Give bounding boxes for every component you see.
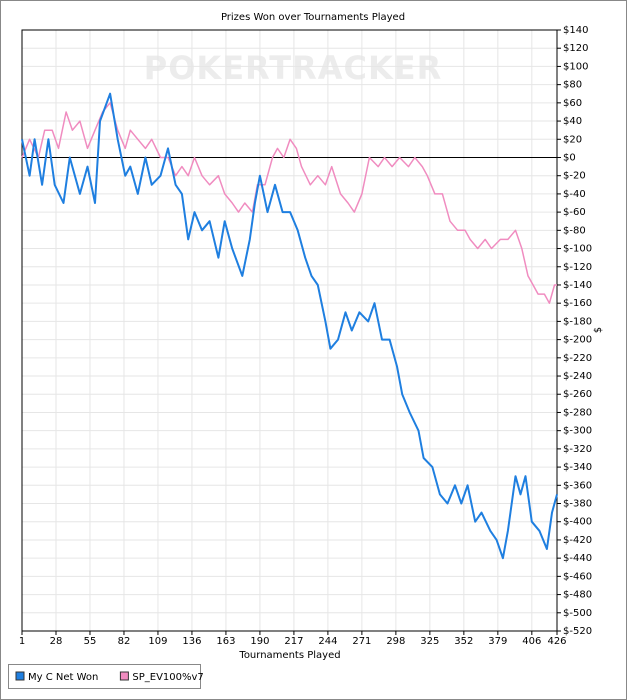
x-tick-label: 325 — [420, 636, 439, 647]
x-tick-label: 379 — [488, 636, 507, 647]
x-tick-label: 271 — [352, 636, 371, 647]
y-tick-label: $-300 — [563, 426, 592, 437]
chart-title: Prizes Won over Tournaments Played — [221, 12, 405, 23]
x-tick-label: 426 — [547, 636, 566, 647]
y-tick-label: $-200 — [563, 335, 592, 346]
y-tick-label: $-340 — [563, 462, 592, 473]
y-tick-label: $-140 — [563, 280, 592, 291]
legend-label: My C Net Won — [28, 672, 98, 683]
y-tick-label: $120 — [563, 43, 588, 54]
watermark: POKERTRACKER — [144, 49, 443, 87]
y-tick-label: $-320 — [563, 444, 592, 455]
y-tick-label: $40 — [563, 116, 582, 127]
y-tick-label: $-40 — [563, 189, 586, 200]
x-tick-label: 190 — [250, 636, 269, 647]
legend-frame — [8, 664, 201, 689]
y-tick-label: $-260 — [563, 389, 592, 400]
y-tick-label: $-180 — [563, 316, 592, 327]
y-tick-label: $140 — [563, 25, 588, 36]
y-tick-label: $-160 — [563, 298, 592, 309]
series-line — [21, 92, 558, 560]
y-tick-label: $-440 — [563, 553, 592, 564]
y-tick-label: $-520 — [563, 626, 592, 637]
y-tick-label: $-460 — [563, 571, 592, 582]
y-axis-label: $ — [593, 327, 604, 333]
legend-swatch — [119, 671, 129, 681]
x-tick-label: 298 — [386, 636, 405, 647]
legend-label: SP_EV100%v7 — [132, 672, 203, 683]
y-tick-label: $-60 — [563, 207, 586, 218]
x-tick-label: 352 — [454, 636, 473, 647]
y-tick-label: $-420 — [563, 535, 592, 546]
x-tick-label: 82 — [118, 636, 131, 647]
x-tick-label: 1 — [19, 636, 25, 647]
y-tick-label: $-280 — [563, 407, 592, 418]
y-tick-label: $-80 — [563, 225, 586, 236]
x-tick-label: 136 — [182, 636, 201, 647]
y-tick-label: $-360 — [563, 480, 592, 491]
x-axis-label: Tournaments Played — [238, 650, 340, 661]
y-tick-label: $-240 — [563, 371, 592, 382]
x-tick-label: 55 — [84, 636, 97, 647]
y-tick-label: $20 — [563, 134, 582, 145]
y-tick-label: $-400 — [563, 517, 592, 528]
x-tick-label: 244 — [318, 636, 337, 647]
y-tick-label: $-220 — [563, 353, 592, 364]
y-tick-label: $-120 — [563, 262, 592, 273]
plot-border — [21, 29, 558, 632]
y-tick-label: $-380 — [563, 499, 592, 510]
legend-swatch — [15, 671, 25, 681]
y-tick-label: $-480 — [563, 590, 592, 601]
y-tick-label: $60 — [563, 98, 582, 109]
x-tick-label: 109 — [148, 636, 167, 647]
y-tick-label: $100 — [563, 61, 588, 72]
x-tick-label: 406 — [522, 636, 541, 647]
y-tick-label: $80 — [563, 80, 582, 91]
x-tick-label: 163 — [216, 636, 235, 647]
y-tick-label: $0 — [563, 152, 576, 163]
y-tick-label: $-500 — [563, 608, 592, 619]
y-tick-label: $-100 — [563, 244, 592, 255]
x-tick-label: 28 — [50, 636, 63, 647]
y-tick-label: $-20 — [563, 171, 586, 182]
x-tick-label: 217 — [284, 636, 303, 647]
